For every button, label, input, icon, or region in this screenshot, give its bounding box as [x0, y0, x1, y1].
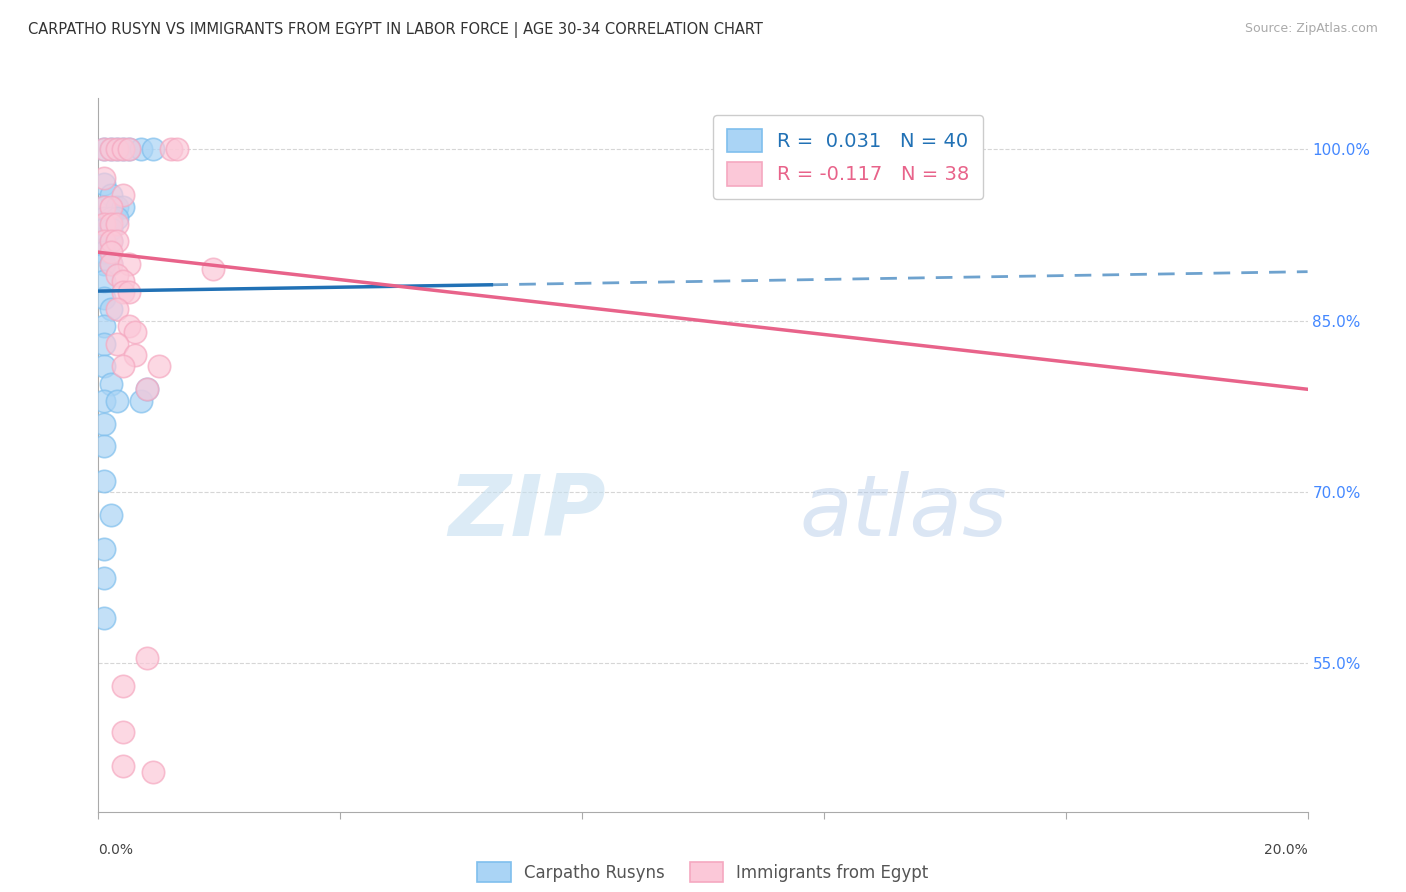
Point — [93, 234, 115, 248]
Point — [142, 143, 165, 157]
Point — [118, 143, 141, 157]
Text: atlas: atlas — [800, 470, 1008, 554]
Point — [111, 359, 134, 374]
Point — [160, 143, 183, 157]
Point — [93, 171, 115, 186]
Point — [93, 274, 115, 288]
Point — [100, 245, 122, 260]
Point — [93, 439, 115, 453]
Point — [93, 393, 115, 408]
Point — [100, 257, 122, 271]
Point — [105, 200, 128, 214]
Point — [135, 650, 157, 665]
Point — [111, 724, 134, 739]
Point — [118, 319, 141, 334]
Point — [93, 200, 115, 214]
Point — [129, 393, 152, 408]
Point — [93, 177, 115, 191]
Point — [148, 359, 170, 374]
Point — [118, 257, 141, 271]
Point — [100, 143, 122, 157]
Point — [100, 508, 122, 522]
Point — [93, 217, 115, 231]
Point — [202, 262, 225, 277]
Point — [93, 336, 115, 351]
Point — [142, 764, 165, 779]
Point — [129, 143, 152, 157]
Point — [105, 217, 128, 231]
Point — [100, 143, 122, 157]
Point — [93, 245, 115, 260]
Point — [93, 319, 115, 334]
Text: Source: ZipAtlas.com: Source: ZipAtlas.com — [1244, 22, 1378, 36]
Point — [93, 359, 115, 374]
Point — [100, 217, 122, 231]
Point — [93, 143, 115, 157]
Point — [111, 759, 134, 773]
Point — [166, 143, 188, 157]
Point — [100, 376, 122, 391]
Point — [93, 222, 115, 236]
Point — [105, 393, 128, 408]
Point — [118, 143, 141, 157]
Point — [105, 268, 128, 282]
Point — [105, 143, 128, 157]
Point — [135, 382, 157, 396]
Legend: Carpatho Rusyns, Immigrants from Egypt: Carpatho Rusyns, Immigrants from Egypt — [471, 855, 935, 889]
Point — [100, 257, 122, 271]
Point — [105, 302, 128, 317]
Point — [93, 542, 115, 557]
Point — [100, 234, 122, 248]
Point — [111, 200, 134, 214]
Point — [100, 200, 122, 214]
Text: 20.0%: 20.0% — [1264, 843, 1308, 857]
Point — [111, 274, 134, 288]
Text: ZIP: ZIP — [449, 470, 606, 554]
Point — [111, 679, 134, 693]
Point — [93, 257, 115, 271]
Point — [93, 211, 115, 225]
Point — [111, 143, 134, 157]
Point — [111, 143, 134, 157]
Point — [100, 222, 122, 236]
Point — [93, 474, 115, 488]
Point — [135, 382, 157, 396]
Point — [124, 348, 146, 362]
Point — [105, 234, 128, 248]
Point — [100, 211, 122, 225]
Point — [111, 188, 134, 202]
Point — [93, 417, 115, 431]
Point — [93, 610, 115, 624]
Point — [93, 291, 115, 305]
Point — [93, 571, 115, 585]
Point — [100, 234, 122, 248]
Point — [100, 188, 122, 202]
Point — [93, 234, 115, 248]
Point — [105, 211, 128, 225]
Point — [93, 143, 115, 157]
Point — [111, 285, 134, 300]
Point — [105, 336, 128, 351]
Text: CARPATHO RUSYN VS IMMIGRANTS FROM EGYPT IN LABOR FORCE | AGE 30-34 CORRELATION C: CARPATHO RUSYN VS IMMIGRANTS FROM EGYPT … — [28, 22, 763, 38]
Text: 0.0%: 0.0% — [98, 843, 134, 857]
Point — [124, 325, 146, 339]
Point — [100, 302, 122, 317]
Point — [105, 143, 128, 157]
Point — [118, 285, 141, 300]
Point — [93, 200, 115, 214]
